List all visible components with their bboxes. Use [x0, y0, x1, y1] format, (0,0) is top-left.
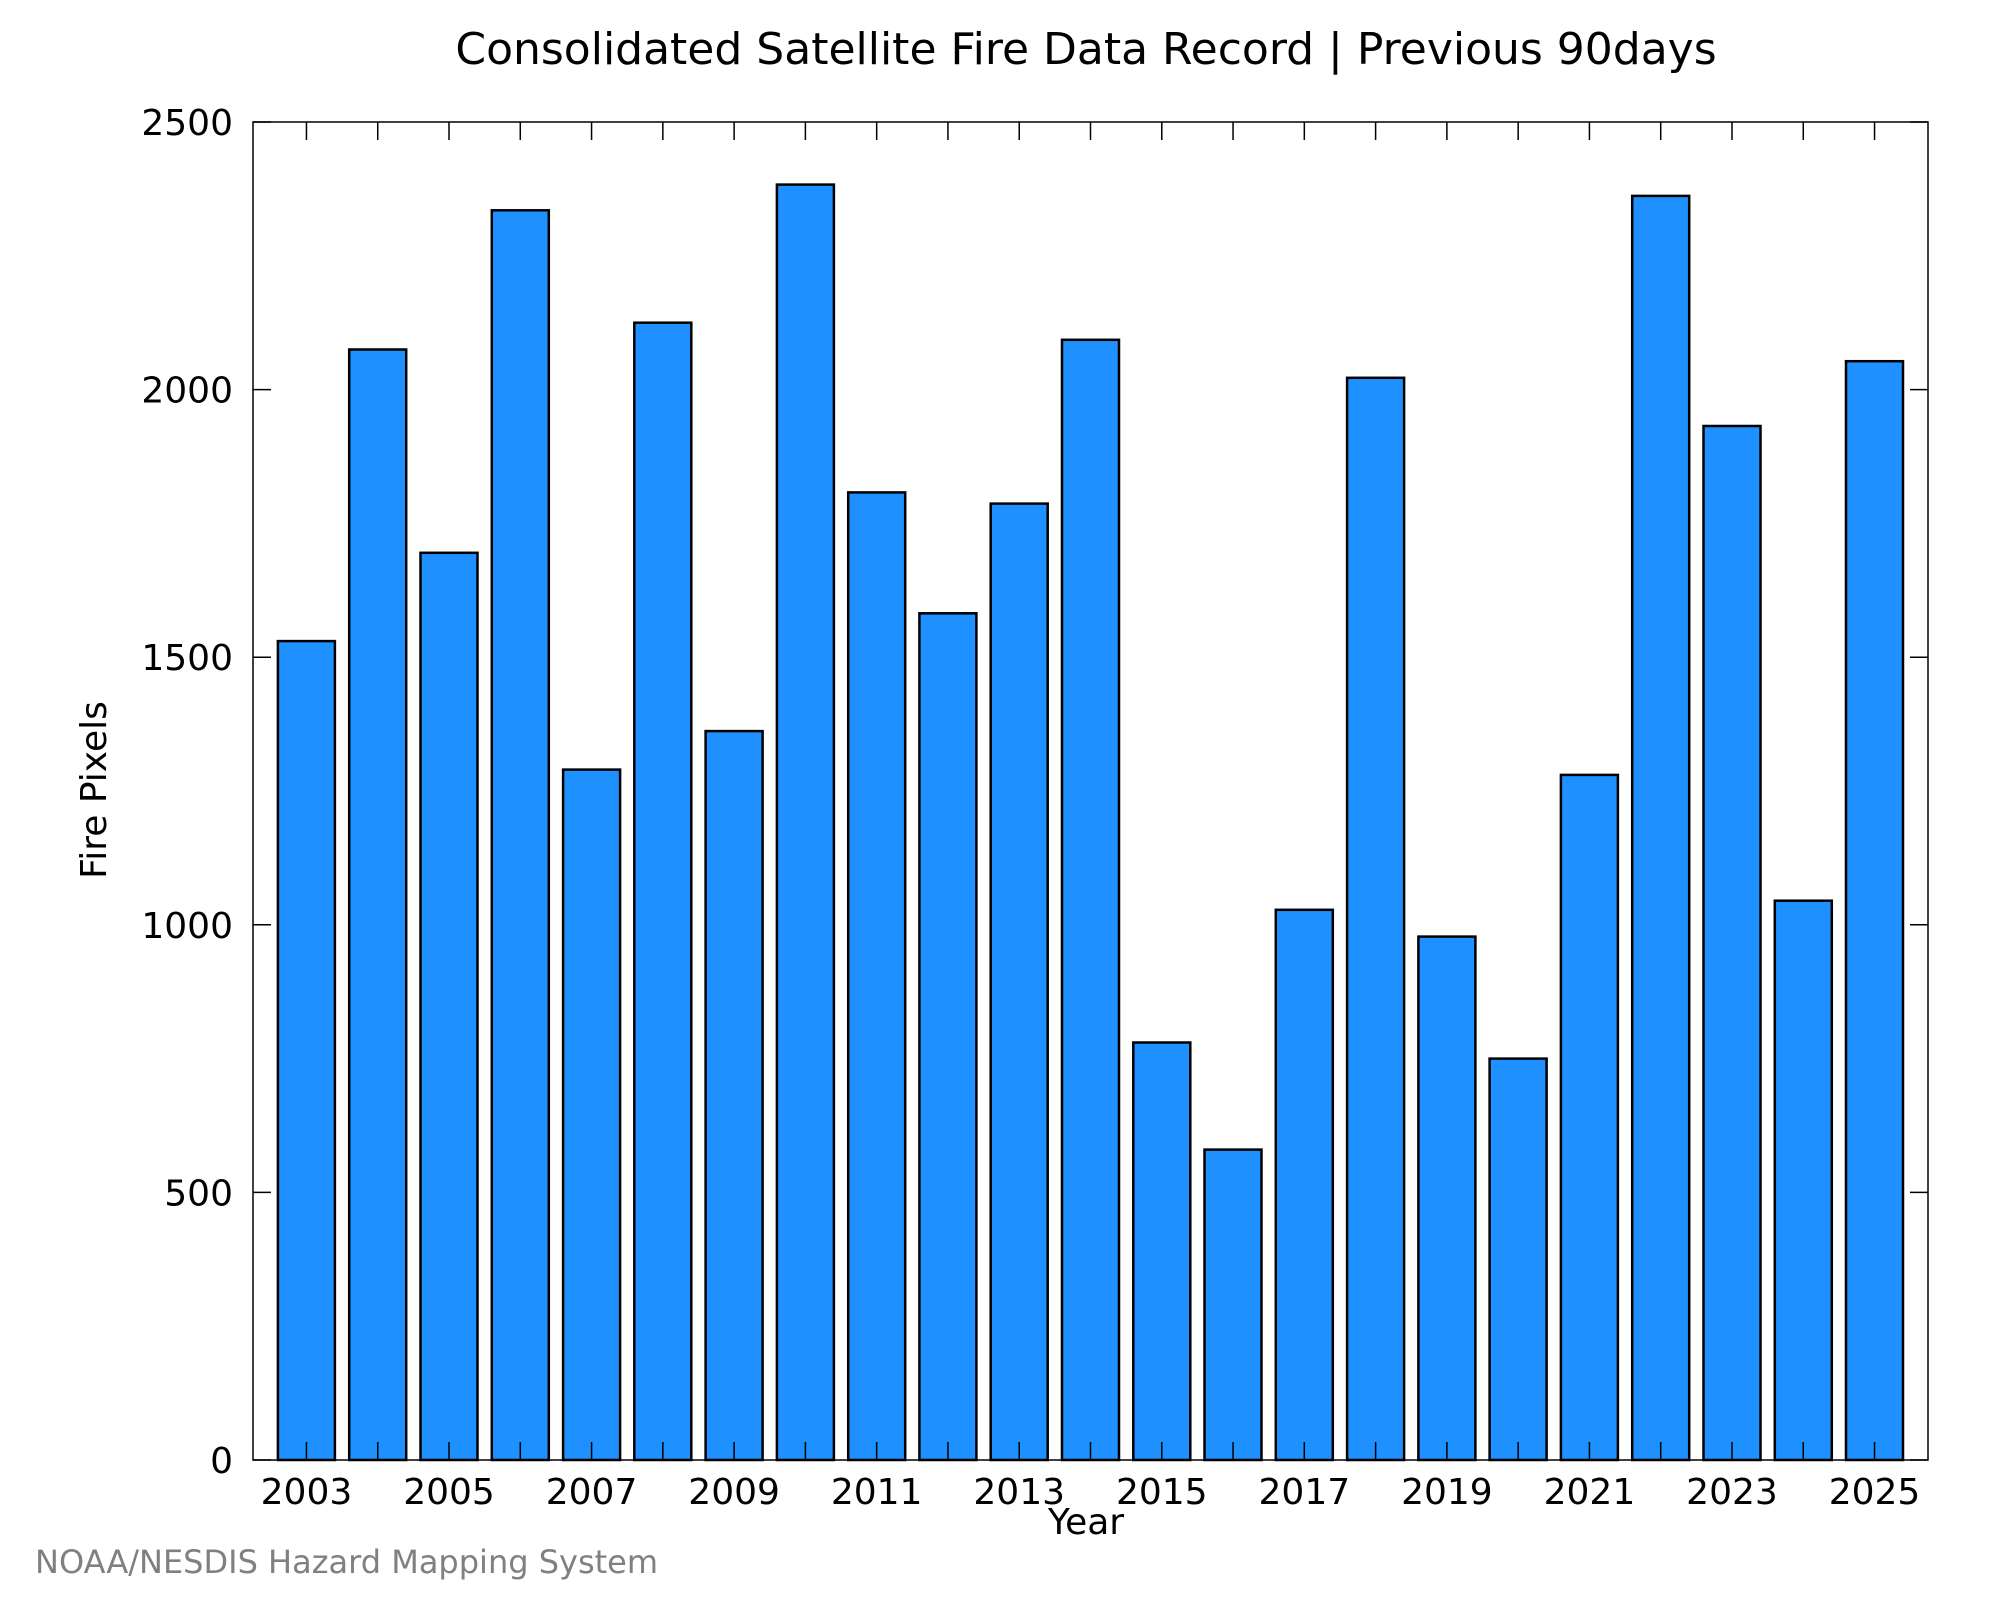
- bar-2009: [704, 729, 764, 1462]
- bar-2004: [347, 348, 408, 1462]
- y-tick-label: 0: [210, 1441, 233, 1482]
- x-tick-label: 2023: [1686, 1472, 1778, 1513]
- bar-2022: [1630, 194, 1691, 1462]
- bar-2015: [1132, 1041, 1192, 1462]
- bar-2010: [775, 183, 836, 1462]
- x-tick-label: 2011: [831, 1472, 923, 1513]
- bar-2014: [1060, 338, 1121, 1462]
- x-tick-label: 2009: [688, 1472, 780, 1513]
- axes-group: 0 500 1000 1500 2000 2500 2003 2005 2007 2009 2011…: [141, 103, 1929, 1513]
- y-tick-label: 2500: [141, 103, 233, 144]
- y-tick-label: 500: [164, 1173, 233, 1214]
- bar-2013: [989, 502, 1049, 1462]
- x-tick-label: 2025: [1829, 1472, 1921, 1513]
- bar-2007: [561, 768, 622, 1462]
- x-tick-label: 2005: [403, 1472, 495, 1513]
- bar-2003: [276, 639, 337, 1462]
- bar-2006: [490, 209, 551, 1462]
- x-tick-label: 2015: [1116, 1472, 1208, 1513]
- bar-2024: [1773, 899, 1834, 1462]
- y-tick-label: 1000: [141, 906, 233, 947]
- bar-2020: [1488, 1057, 1548, 1462]
- bar-2016: [1203, 1148, 1263, 1462]
- x-axis-label: Year: [1047, 1502, 1124, 1543]
- bar-2011: [846, 491, 907, 1462]
- chart-title: Consolidated Satellite Fire Data Record …: [455, 24, 1716, 75]
- y-tick-label: 1500: [141, 638, 233, 679]
- footer-credit: NOAA/NESDIS Hazard Mapping System: [35, 1543, 659, 1581]
- bar-2018: [1345, 376, 1406, 1462]
- y-tick-label: 2000: [141, 371, 233, 412]
- x-tick-label: 2017: [1259, 1472, 1351, 1513]
- x-tick-label: 2003: [261, 1472, 353, 1513]
- bar-2017: [1274, 908, 1335, 1462]
- bar-2025: [1844, 359, 1905, 1462]
- x-tick-label: 2013: [973, 1472, 1065, 1513]
- bar-2005: [419, 551, 479, 1462]
- bar-2019: [1417, 935, 1477, 1462]
- y-axis-label: Fire Pixels: [74, 701, 115, 879]
- bar-2012: [918, 612, 978, 1462]
- x-tick-label: 2019: [1401, 1472, 1493, 1513]
- bars-group: [276, 183, 1905, 1462]
- bar-2021: [1559, 773, 1620, 1462]
- x-tick-label: 2007: [546, 1472, 638, 1513]
- bar-2008: [633, 321, 693, 1462]
- bar-2023: [1702, 424, 1762, 1462]
- x-tick-label: 2021: [1544, 1472, 1636, 1513]
